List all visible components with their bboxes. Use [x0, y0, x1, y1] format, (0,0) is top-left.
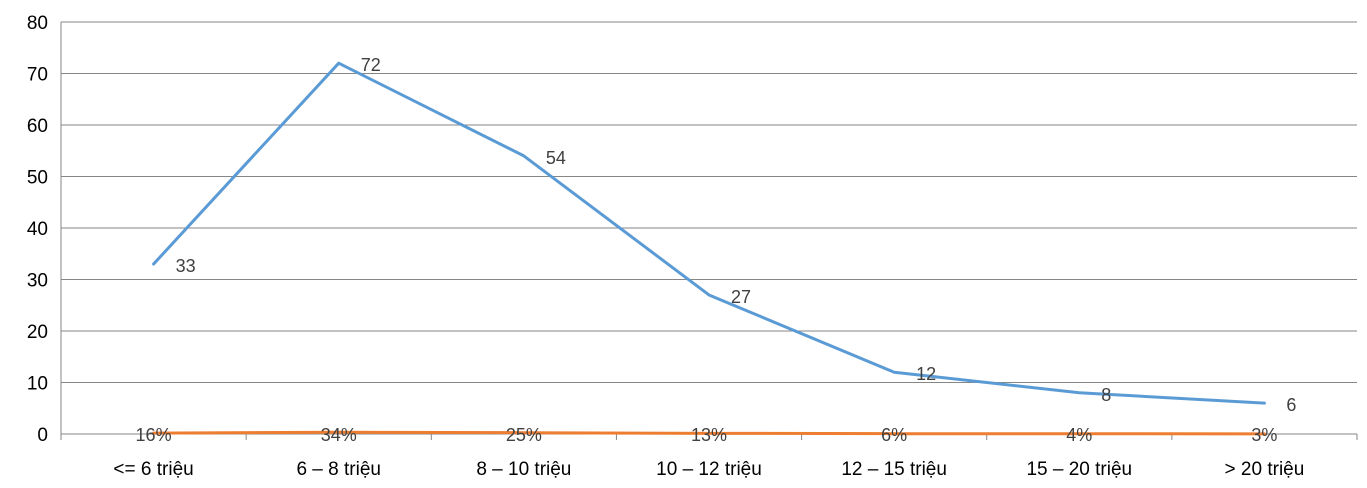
y-tick-label: 40: [27, 219, 48, 240]
data-labels: 33 72 54 27 12 8 6 16% 34% 25% 13% 6% 4% 3%: [136, 55, 1297, 445]
data-label-series-2: 3%: [1251, 425, 1277, 445]
gridlines: [61, 21, 1357, 383]
x-tick-label: 15 – 20 triệu: [1026, 459, 1132, 480]
data-label-series-2: 6%: [881, 425, 907, 445]
y-tick-label: 10: [27, 374, 48, 395]
data-label-series-2: 4%: [1066, 425, 1092, 445]
data-label-series-1: 33: [176, 256, 196, 276]
data-label-series-2: 13%: [691, 425, 727, 445]
x-tick-label: > 20 triệu: [1225, 459, 1305, 480]
x-tick-label: 6 – 8 triệu: [296, 459, 381, 480]
y-tick-label: 50: [27, 168, 48, 189]
series-line-2: [152, 430, 1266, 436]
y-tick-label: 70: [27, 65, 48, 86]
series-line-1: [152, 61, 1266, 405]
data-label-series-1: 27: [731, 287, 751, 307]
y-tick-label: 0: [37, 425, 48, 446]
data-label-series-2: 34%: [321, 425, 357, 445]
y-tick-label: 60: [27, 116, 48, 137]
data-label-series-2: 25%: [506, 425, 542, 445]
y-tick-label: 80: [27, 13, 48, 34]
x-tick-label: 12 – 15 triệu: [841, 459, 947, 480]
y-tick-label: 30: [27, 271, 48, 292]
data-label-series-1: 72: [361, 55, 381, 75]
axes: 0 10 20 30 40 50 60 70 80 <= 6 triệu 6 – 8 triệu 8 …: [27, 13, 1358, 480]
x-tick-label: 8 – 10 triệu: [476, 459, 571, 480]
data-label-series-1: 6: [1286, 395, 1296, 415]
y-tick-label: 20: [27, 322, 48, 343]
x-tick-label: <= 6 triệu: [113, 459, 193, 480]
data-label-series-1: 54: [546, 148, 566, 168]
data-label-series-1: 12: [916, 364, 936, 384]
data-label-series-2: 16%: [136, 425, 172, 445]
x-tick-label: 10 – 12 triệu: [656, 459, 762, 480]
series-lines: [152, 61, 1266, 436]
data-label-series-1: 8: [1101, 385, 1111, 405]
